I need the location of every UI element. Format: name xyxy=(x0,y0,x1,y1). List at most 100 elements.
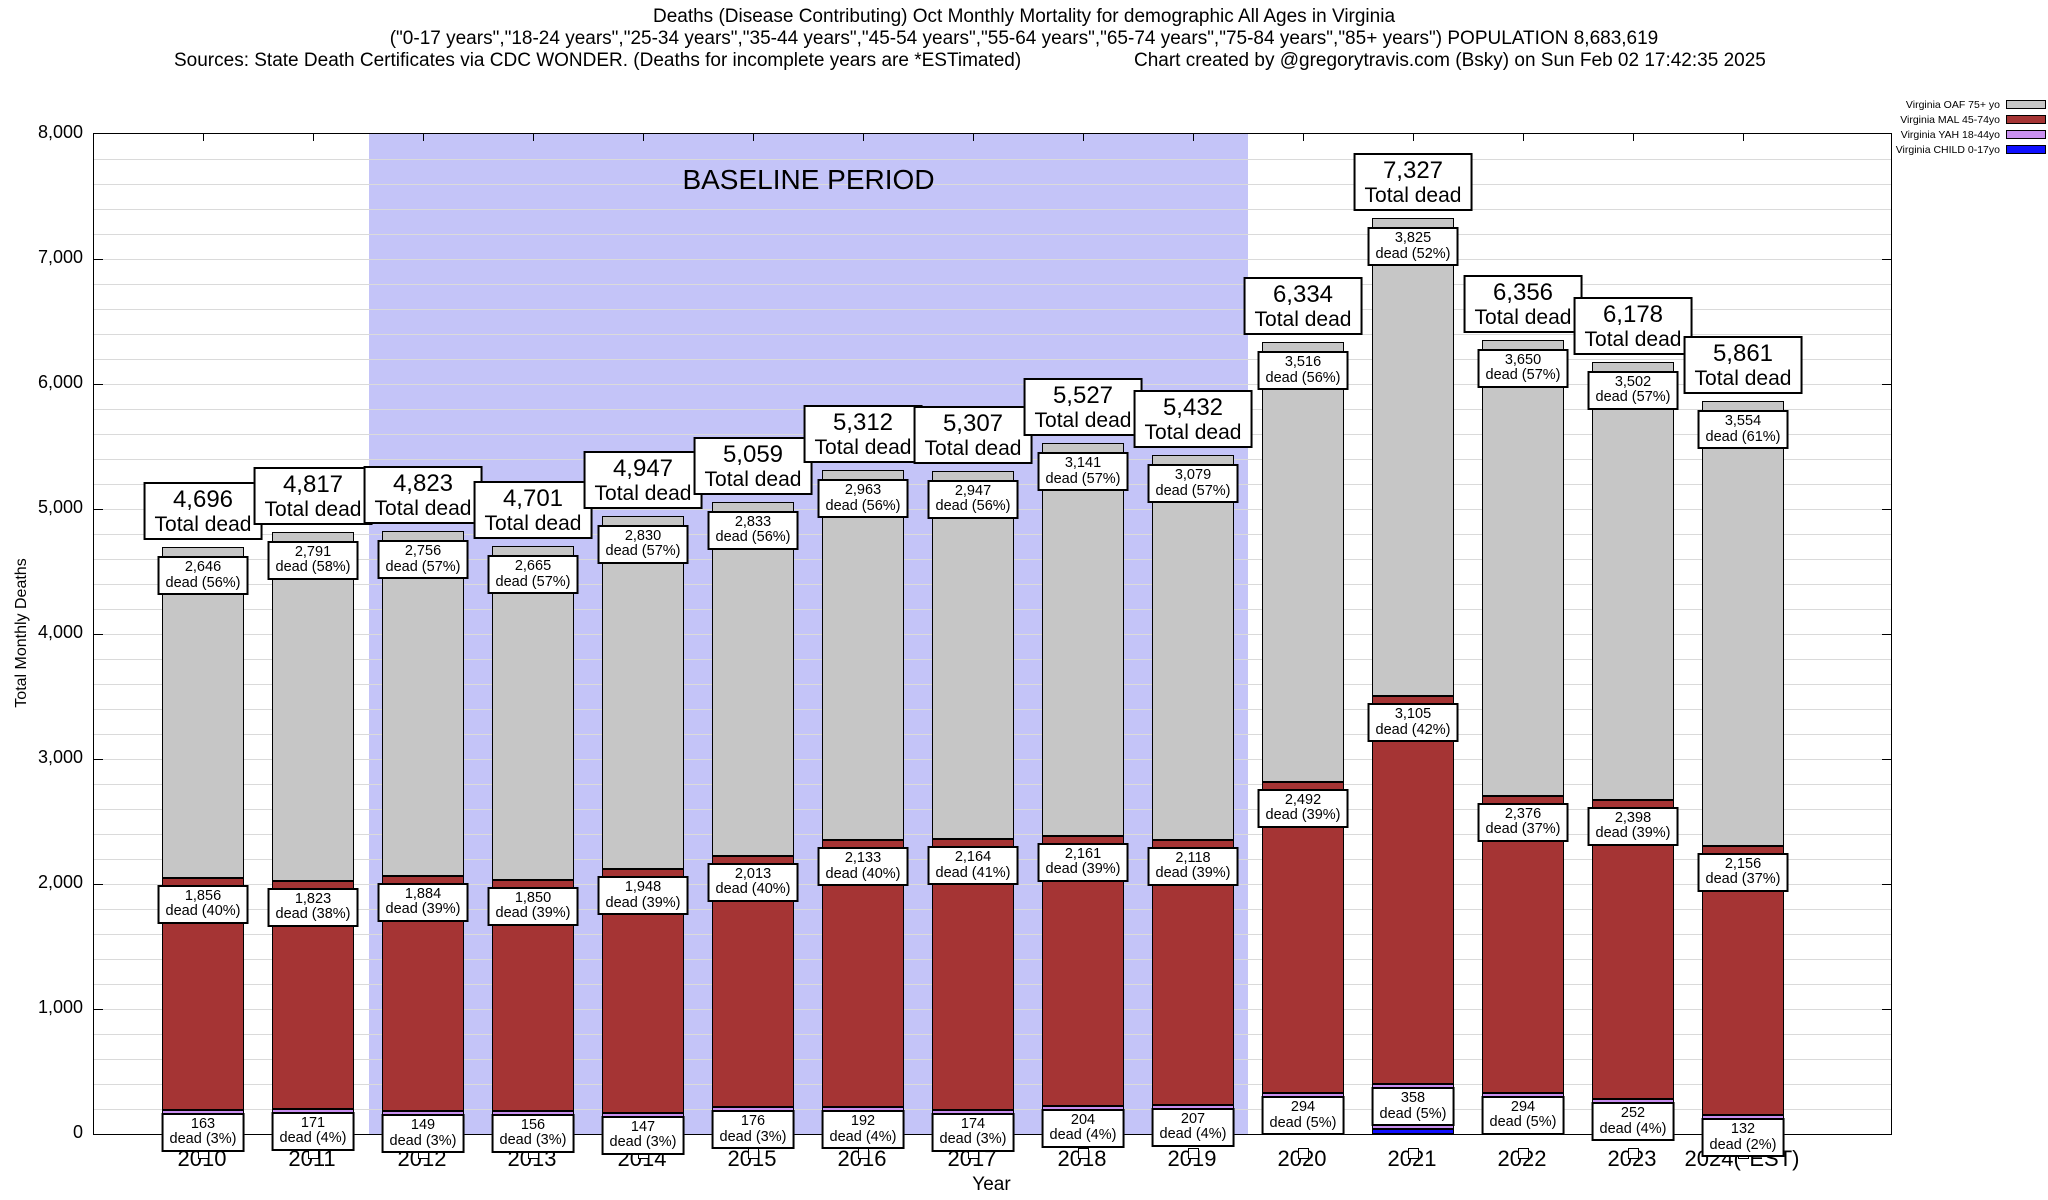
mal-segment-label: 1,823 dead (38%) xyxy=(267,887,359,927)
oaf-segment-label: 2,791 dead (58%) xyxy=(267,540,359,580)
mal-pct: dead (40%) xyxy=(715,881,791,898)
oaf-value: 2,833 xyxy=(734,513,772,530)
x-axis-top-tick xyxy=(1633,134,1634,141)
y-axis-tick xyxy=(94,634,103,635)
child-callout-square xyxy=(1187,1148,1199,1159)
mal-value: 1,856 xyxy=(184,887,222,904)
oaf-value: 2,830 xyxy=(624,527,662,544)
oaf-pct: dead (56%) xyxy=(1265,369,1341,386)
mal-segment-label: 1,850 dead (39%) xyxy=(487,886,579,926)
oaf-pct: dead (57%) xyxy=(495,573,571,590)
gridline xyxy=(94,159,1891,160)
yah-pct: dead (5%) xyxy=(1269,1114,1337,1131)
gridline xyxy=(94,359,1891,360)
oaf-pct: dead (57%) xyxy=(1595,389,1671,406)
y-tick-label: 7,000 xyxy=(37,247,83,267)
yah-value: 358 xyxy=(1400,1090,1426,1107)
yah-value: 204 xyxy=(1070,1111,1096,1128)
yah-segment-label: 132 dead (2%) xyxy=(1701,1118,1785,1158)
oaf-value: 3,825 xyxy=(1394,230,1432,247)
yah-segment-label: 156 dead (3%) xyxy=(491,1113,575,1153)
oaf-pct: dead (56%) xyxy=(165,574,241,591)
mal-pct: dead (42%) xyxy=(1375,721,1451,738)
yah-segment-label: 294 dead (5%) xyxy=(1481,1095,1565,1135)
legend-item: Virginia OAF 75+ yo xyxy=(1896,97,2046,112)
oaf-segment-label: 2,756 dead (57%) xyxy=(377,540,469,580)
yah-value: 176 xyxy=(740,1113,766,1130)
oaf-value: 3,141 xyxy=(1064,455,1102,472)
y-axis-tick xyxy=(94,1009,103,1010)
yah-pct: dead (3%) xyxy=(719,1128,787,1145)
oaf-pct: dead (56%) xyxy=(935,498,1011,515)
gridline xyxy=(94,384,1891,385)
total-dead-label: 4,701 Total dead xyxy=(473,481,593,540)
total-dead-value: 5,059 xyxy=(722,440,784,468)
mal-segment-label: 2,118 dead (39%) xyxy=(1147,846,1239,886)
yah-segment-label: 294 dead (5%) xyxy=(1261,1096,1345,1136)
oaf-pct: dead (61%) xyxy=(1705,428,1781,445)
oaf-segment-label: 2,665 dead (57%) xyxy=(487,555,579,595)
mal-pct: dead (39%) xyxy=(1595,825,1671,841)
yah-segment-label: 147 dead (3%) xyxy=(601,1115,685,1155)
yah-value: 163 xyxy=(190,1115,216,1132)
bar-segment-oaf xyxy=(932,470,1014,839)
gridline xyxy=(94,184,1891,185)
total-dead-suffix: Total dead xyxy=(154,513,252,536)
total-dead-value: 4,817 xyxy=(282,470,344,498)
gridline xyxy=(94,334,1891,335)
baseline-period-label: BASELINE PERIOD xyxy=(682,164,935,195)
mal-segment-label: 1,856 dead (40%) xyxy=(157,884,249,924)
total-dead-suffix: Total dead xyxy=(1254,308,1352,332)
total-dead-value: 5,527 xyxy=(1052,382,1114,410)
gridline xyxy=(94,284,1891,285)
total-dead-suffix: Total dead xyxy=(1364,184,1462,208)
yah-segment-label: 149 dead (3%) xyxy=(381,1114,465,1154)
y-tick-label: 1,000 xyxy=(37,997,83,1017)
yah-value: 171 xyxy=(300,1114,326,1131)
gridline xyxy=(94,259,1891,260)
oaf-pct: dead (56%) xyxy=(715,529,791,546)
mal-segment-label: 2,398 dead (39%) xyxy=(1587,806,1679,846)
yah-pct: dead (4%) xyxy=(1599,1120,1667,1137)
y-tick-label: 0 xyxy=(72,1122,83,1142)
x-axis-top-tick xyxy=(973,134,974,141)
oaf-segment-label: 2,646 dead (56%) xyxy=(157,556,249,595)
bar-segment-oaf xyxy=(602,515,684,870)
mal-pct: dead (40%) xyxy=(825,865,901,882)
mal-segment-label: 1,884 dead (39%) xyxy=(377,882,469,922)
gridline xyxy=(94,209,1891,210)
y-axis-tick-right xyxy=(1882,509,1891,510)
oaf-segment-label: 3,825 dead (52%) xyxy=(1367,227,1459,267)
yah-value: 294 xyxy=(1510,1098,1536,1115)
legend-item: Virginia YAH 18-44yo xyxy=(1896,127,2046,142)
bar-segment-oaf xyxy=(1482,339,1564,796)
oaf-segment-label: 3,141 dead (57%) xyxy=(1037,452,1129,492)
oaf-value: 2,791 xyxy=(294,543,332,560)
yah-value: 192 xyxy=(850,1113,876,1129)
mal-value: 2,118 xyxy=(1175,849,1211,866)
yah-pct: dead (4%) xyxy=(1049,1127,1117,1144)
bar-segment-oaf xyxy=(382,531,464,876)
bar-segment-oaf xyxy=(822,470,904,841)
mal-pct: dead (41%) xyxy=(935,864,1011,881)
bar-segment-oaf xyxy=(1702,401,1784,846)
bar-segment-oaf xyxy=(1592,361,1674,800)
total-dead-value: 4,696 xyxy=(172,486,234,513)
x-axis-top-tick xyxy=(1413,134,1414,141)
legend-swatch-mal xyxy=(2006,115,2046,124)
total-dead-value: 4,823 xyxy=(392,470,454,498)
mal-value: 1,823 xyxy=(294,890,332,907)
y-axis-tick-right xyxy=(1882,384,1891,385)
mal-value: 2,376 xyxy=(1504,805,1542,822)
child-callout-square xyxy=(1517,1148,1529,1159)
y-tick-label: 8,000 xyxy=(37,122,83,142)
yah-value: 147 xyxy=(630,1118,656,1135)
y-tick-label: 3,000 xyxy=(37,747,83,767)
total-dead-label: 7,327 Total dead xyxy=(1353,153,1473,212)
mal-segment-label: 2,161 dead (39%) xyxy=(1037,842,1129,882)
legend-item: Virginia MAL 45-74yo xyxy=(1896,112,2046,127)
child-callout-square xyxy=(1077,1148,1089,1159)
yah-pct: dead (4%) xyxy=(829,1128,897,1145)
total-dead-suffix: Total dead xyxy=(1034,409,1132,433)
oaf-pct: dead (57%) xyxy=(385,558,461,575)
